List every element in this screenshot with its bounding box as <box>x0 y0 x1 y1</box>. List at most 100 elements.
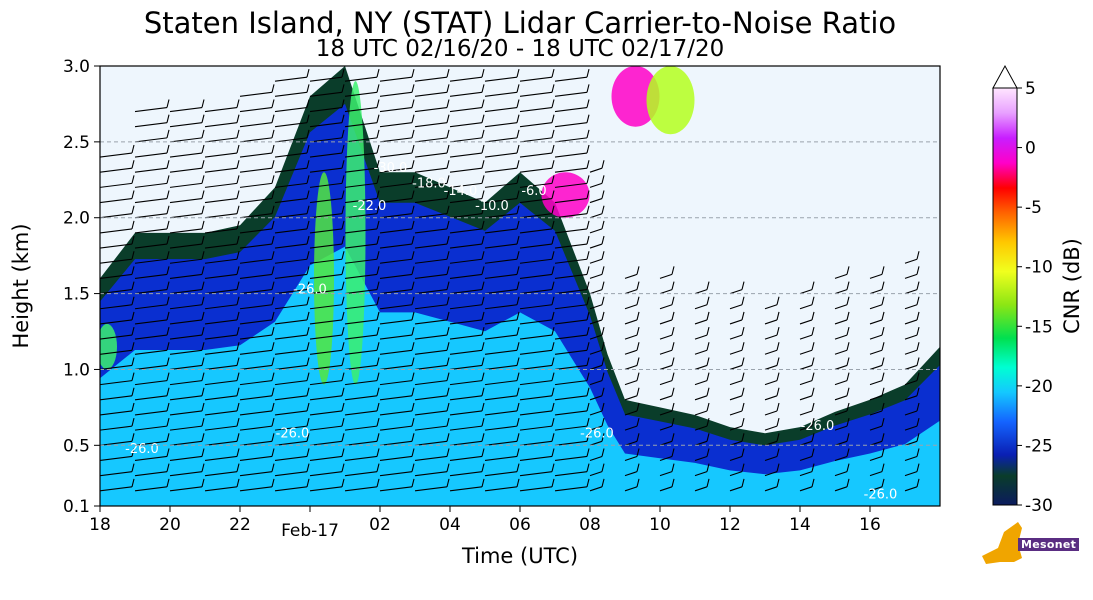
wind-barb-flag <box>846 402 850 412</box>
wind-barb <box>344 372 380 386</box>
wind-barb <box>449 99 485 113</box>
wind-barb <box>519 84 555 97</box>
wind-barb-shaft <box>344 425 378 431</box>
wind-barb-flag <box>586 160 590 169</box>
wind-barb <box>659 402 675 416</box>
wind-barb-shaft <box>100 334 133 340</box>
wind-barb-flag <box>551 84 555 93</box>
wind-barb-flag <box>446 402 450 412</box>
wind-barb <box>869 342 885 355</box>
wind-barb-flag <box>411 326 415 336</box>
wind-barb <box>100 478 135 492</box>
wind-barb-shaft <box>134 243 168 249</box>
wind-barb <box>554 266 590 279</box>
wind-barb <box>204 190 240 204</box>
wind-barb-shaft <box>204 258 238 264</box>
wind-barb-flag <box>236 266 240 275</box>
wind-barb-shaft <box>939 429 940 431</box>
wind-barb-shaft <box>204 319 238 325</box>
wind-barb-flag <box>131 402 135 412</box>
wind-barb-flag <box>341 296 345 305</box>
wind-barb <box>939 277 940 279</box>
wind-barb-shaft <box>869 364 883 370</box>
wind-barb-flag <box>376 235 380 245</box>
x-tick-label: 14 <box>789 515 811 535</box>
wind-barb-flag <box>601 296 605 305</box>
wind-barb-shaft <box>764 380 778 386</box>
wind-barb <box>764 448 780 462</box>
wind-barb-shaft <box>274 440 308 446</box>
wind-barb-shaft <box>134 395 168 401</box>
wind-barb <box>869 433 885 446</box>
wind-barb-flag <box>776 357 780 366</box>
wind-barb-shaft <box>134 440 168 446</box>
wind-barb-shaft <box>309 167 343 173</box>
wind-barb-shaft <box>134 198 168 204</box>
wind-barb-flag <box>271 175 275 184</box>
wind-barb-shaft <box>379 334 413 340</box>
wind-barb-shaft <box>414 455 448 462</box>
wind-barb-flag <box>706 326 710 336</box>
wind-barb <box>589 251 605 264</box>
wind-barb <box>169 99 205 113</box>
wind-barb <box>449 84 485 97</box>
wind-barb-shaft <box>134 486 168 492</box>
wind-barb-shaft <box>134 410 168 416</box>
wind-barb-flag <box>271 129 275 138</box>
wind-barb <box>939 323 940 324</box>
wind-barb-flag <box>586 342 590 351</box>
wind-barb-shaft <box>519 440 553 446</box>
x-axis-label: Time (UTC) <box>461 544 578 568</box>
wind-barb-flag <box>131 387 135 396</box>
wind-barb <box>939 338 940 340</box>
wind-barb <box>134 311 170 325</box>
wind-barb-shaft <box>449 152 483 158</box>
wind-barb-shaft <box>449 106 483 113</box>
wind-barb-flag <box>586 129 590 138</box>
wind-barb-flag <box>376 114 380 123</box>
wind-barb <box>554 129 590 143</box>
wind-barb-shaft <box>799 471 813 477</box>
wind-barb-shaft <box>414 91 448 97</box>
wind-barb-flag <box>201 220 205 230</box>
wind-barb <box>519 342 555 355</box>
wind-barb-flag <box>481 220 485 230</box>
wind-barb-flag <box>636 463 640 472</box>
wind-barb-shaft <box>694 395 708 401</box>
wind-barb <box>134 235 170 249</box>
wind-barb-flag <box>376 84 380 93</box>
wind-barb-shaft <box>659 486 673 492</box>
wind-barb-flag <box>341 69 345 78</box>
wind-barb <box>904 372 920 386</box>
wind-barb <box>204 266 240 279</box>
wind-barb <box>344 448 380 462</box>
wind-barb-shaft <box>799 289 813 295</box>
wind-barb <box>274 175 310 188</box>
wind-barb-shaft <box>274 273 308 279</box>
wind-barb <box>204 478 240 492</box>
wind-barb-flag <box>916 311 920 321</box>
wind-barb-flag <box>706 296 710 305</box>
wind-barb <box>379 281 415 295</box>
wind-barb-shaft <box>519 334 553 340</box>
wind-barb-shaft <box>624 455 638 462</box>
wind-barb-shaft <box>414 471 448 477</box>
wind-barb-shaft <box>100 349 133 355</box>
wind-barb-flag <box>131 266 135 275</box>
wind-barb <box>589 357 605 370</box>
wind-barb <box>274 144 310 158</box>
wind-barb <box>484 69 520 82</box>
wind-barb-shaft <box>239 349 273 355</box>
wind-barb <box>624 372 640 386</box>
wind-barb <box>834 357 850 370</box>
x-tick-label: 22 <box>229 515 251 535</box>
wind-barb-flag <box>341 478 345 487</box>
wind-barb <box>519 478 555 492</box>
wind-barb-flag <box>166 220 170 230</box>
wind-barb-flag <box>601 478 605 487</box>
wind-barb-shaft <box>554 152 588 158</box>
wind-barb <box>694 311 710 325</box>
wind-barb <box>344 296 380 310</box>
wind-barb-flag <box>236 205 240 214</box>
wind-barb <box>239 326 275 340</box>
